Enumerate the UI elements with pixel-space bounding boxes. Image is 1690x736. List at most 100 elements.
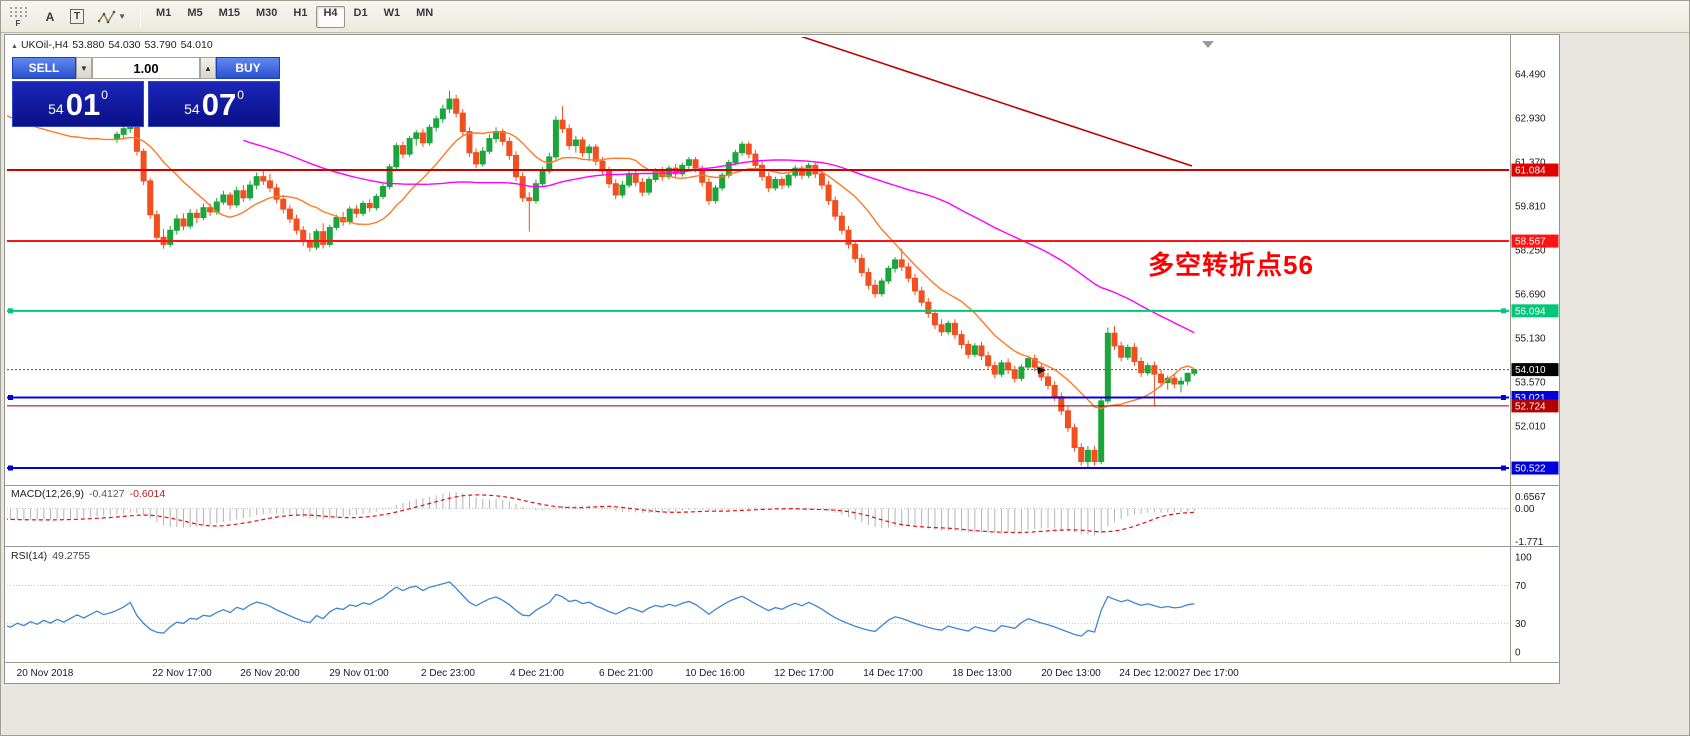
chart-canvas[interactable]: 64.490 62.930 61.370 59.810 58.250 56.690 55.1… [5,35,1559,683]
timeframe-MN[interactable]: MN [416,6,434,19]
svg-text:50.522: 50.522 [1515,464,1546,475]
timeframe-W1[interactable]: W1 [383,6,401,19]
svg-text:0.00: 0.00 [1515,504,1535,515]
svg-text:30: 30 [1515,619,1527,630]
sell-price-bigfigure: 54 [48,101,64,117]
sell-button[interactable]: SELL [12,57,76,79]
svg-text:56.690: 56.690 [1515,290,1546,301]
price-axis[interactable]: 64.490 62.930 61.370 59.810 58.250 56.690 55.1… [1511,69,1559,477]
symbol-name: UKOil-,H4 [20,39,69,51]
rsi-name: RSI(14) [11,550,48,562]
timeframe-H4[interactable]: H4 [316,5,345,28]
timeframe-M30[interactable]: M30 [256,6,278,19]
rsi-value: 49.2755 [52,550,91,562]
price-pane[interactable] [5,35,1509,471]
rsi-pane[interactable] [5,581,1509,637]
line-handle[interactable] [1501,465,1506,471]
svg-text:61.370: 61.370 [1515,157,1546,168]
svg-text:55.130: 55.130 [1515,334,1546,345]
volume-down-button[interactable]: ▼ [76,57,92,79]
svg-text:12 Dec 17:00: 12 Dec 17:00 [774,668,834,679]
line-handle[interactable] [8,308,13,314]
svg-text:53.570: 53.570 [1515,378,1546,389]
line-handle[interactable] [8,465,13,471]
arrow-marker [1037,367,1046,374]
ohlc-close: 54.010 [180,39,213,51]
svg-text:14 Dec 17:00: 14 Dec 17:00 [863,668,923,679]
timeframe-M5[interactable]: M5 [187,6,203,19]
macd-histogram [10,492,1195,536]
svg-text:22 Nov 17:00: 22 Nov 17:00 [152,668,212,679]
descending-trendline[interactable] [797,35,1193,167]
buy-price-pips: 07 [201,87,237,122]
svg-text:64.490: 64.490 [1515,69,1546,80]
price-tag-50.522 [1511,461,1559,475]
svg-text:20 Dec 13:00: 20 Dec 13:00 [1041,668,1101,679]
rsi-indicator-label: RSI(14) 49.2755 [11,550,90,562]
svg-text:56.094: 56.094 [1515,306,1546,317]
svg-text:52.010: 52.010 [1515,422,1546,433]
svg-text:0.6567: 0.6567 [1515,492,1546,503]
svg-text:18 Dec 13:00: 18 Dec 13:00 [952,668,1012,679]
timeframe-H1[interactable]: H1 [293,6,308,19]
buy-button[interactable]: BUY [216,57,280,79]
dotted-grid-icon [10,6,27,17]
svg-text:29 Nov 01:00: 29 Nov 01:00 [329,668,389,679]
sell-price-pips: 01 [65,87,101,122]
macd-name: MACD(12,26,9) [11,488,84,500]
ma-slow-line [243,139,1195,334]
svg-text:10 Dec 16:00: 10 Dec 16:00 [685,668,745,679]
sell-price-display[interactable]: 54 01 0 [12,81,144,127]
toolbar: F A T ▼ M1 M5 M15 M30 H1 H4 D1 W1 MN [1,1,1689,33]
macd-indicator-label: MACD(12,26,9) -0.4127 -0.6014 [11,488,165,500]
pane-separators [5,35,1559,663]
svg-text:61.084: 61.084 [1515,166,1546,177]
chart-window: 64.490 62.930 61.370 59.810 58.250 56.690 55.1… [4,34,1560,684]
svg-text:4 Dec 21:00: 4 Dec 21:00 [510,668,564,679]
price-tag-52.724 [1511,399,1559,413]
f-label: F [15,18,21,28]
ohlc-high: 54.030 [108,39,141,51]
svg-text:26 Nov 20:00: 26 Nov 20:00 [240,668,300,679]
text-tool[interactable]: T [64,5,90,29]
macd-signal-value: -0.6014 [129,488,166,500]
svg-text:70: 70 [1515,581,1527,592]
time-axis[interactable]: 20 Nov 2018 22 Nov 17:00 26 Nov 20:00 29 No… [17,668,1240,679]
line-handle[interactable] [1501,308,1506,314]
line-handle[interactable] [1501,395,1506,401]
sell-price-point: 0 [101,88,108,102]
chevron-down-icon: ▼ [118,12,127,21]
svg-text:2 Dec 23:00: 2 Dec 23:00 [421,668,475,679]
price-tag-54.010 [1511,363,1559,377]
autoscroll-triangle-icon[interactable] [1202,41,1214,48]
tick-chart-tool[interactable]: F [5,6,31,28]
timeframe-D1[interactable]: D1 [353,6,368,19]
svg-text:62.930: 62.930 [1515,113,1546,124]
buy-price-point: 0 [237,88,244,102]
ohlc-open: 53.880 [72,39,105,51]
candles-layer [114,90,1198,468]
volume-up-button[interactable]: ▲ [200,57,216,79]
svg-text:20 Nov 2018: 20 Nov 2018 [17,668,74,679]
timeframe-M15[interactable]: M15 [218,6,240,19]
timeframe-M1[interactable]: M1 [156,6,172,19]
text-annotation[interactable]: 多空转折点56 [1148,250,1314,280]
buy-price-display[interactable]: 54 07 0 [148,81,280,127]
svg-text:-1.771: -1.771 [1515,537,1544,548]
svg-text:53.021: 53.021 [1515,393,1546,404]
line-handle[interactable] [8,395,13,401]
drawing-tools-button[interactable]: ▼ [92,5,132,29]
svg-text:6 Dec 21:00: 6 Dec 21:00 [599,668,653,679]
svg-text:54.010: 54.010 [1515,365,1546,376]
chart-icon: ▲ [11,43,18,50]
macd-pane[interactable] [5,492,1509,536]
timeframe-bar: M1 M5 M15 M30 H1 H4 D1 W1 MN [148,5,441,28]
volume-input[interactable] [92,57,200,79]
svg-text:27 Dec 17:00: 27 Dec 17:00 [1179,668,1239,679]
cursor-a-tool[interactable]: A [45,9,55,24]
price-tag-61.084 [1511,163,1559,177]
macd-signal-line [7,494,1195,534]
